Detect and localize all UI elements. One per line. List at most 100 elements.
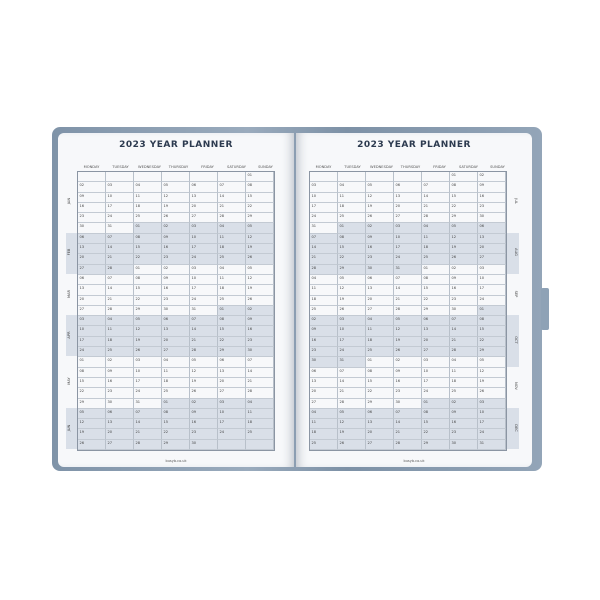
day-cell[interactable]: 20 [162, 336, 190, 348]
day-cell[interactable]: 06 [366, 408, 394, 420]
day-cell[interactable]: 26 [246, 254, 274, 265]
day-cell[interactable]: 14 [394, 419, 422, 430]
day-cell[interactable]: 15 [422, 419, 450, 430]
day-cell[interactable]: 13 [190, 192, 218, 203]
day-cell[interactable]: 07 [106, 274, 134, 286]
day-cell[interactable]: 07 [246, 357, 274, 368]
day-cell[interactable]: 20 [422, 336, 450, 348]
day-cell[interactable]: 21 [218, 202, 246, 214]
day-cell[interactable]: 15 [134, 285, 162, 296]
day-cell[interactable]: 16 [106, 377, 134, 389]
day-cell[interactable]: 04 [450, 357, 478, 368]
day-cell[interactable]: 04 [310, 274, 338, 286]
day-cell[interactable]: 10 [190, 233, 218, 245]
day-cell[interactable]: 26 [338, 305, 366, 317]
day-cell[interactable]: 23 [162, 295, 190, 306]
day-cell[interactable]: 23 [366, 254, 394, 265]
day-cell[interactable]: 03 [478, 398, 506, 409]
day-cell[interactable]: 17 [394, 244, 422, 255]
day-cell[interactable]: 15 [218, 326, 246, 337]
day-cell[interactable]: 23 [106, 388, 134, 399]
day-cell[interactable]: 31 [310, 223, 338, 234]
day-cell[interactable]: 01 [78, 357, 106, 368]
day-cell[interactable]: 14 [450, 326, 478, 337]
day-cell[interactable]: 13 [78, 244, 106, 255]
day-cell[interactable]: 14 [246, 367, 274, 378]
day-cell[interactable]: 07 [134, 408, 162, 420]
day-cell[interactable]: 18 [162, 377, 190, 389]
day-cell[interactable]: 09 [366, 233, 394, 245]
day-cell[interactable]: 08 [366, 367, 394, 378]
day-cell[interactable]: 19 [190, 377, 218, 389]
day-cell[interactable]: 27 [78, 305, 106, 317]
day-cell[interactable]: 11 [422, 233, 450, 245]
day-cell[interactable]: 10 [134, 367, 162, 378]
day-cell[interactable]: 25 [246, 429, 274, 440]
day-cell[interactable]: 30 [310, 357, 338, 368]
day-cell[interactable]: 22 [366, 388, 394, 399]
day-cell[interactable]: 21 [134, 429, 162, 440]
day-cell[interactable]: 15 [338, 244, 366, 255]
day-cell[interactable]: 07 [422, 182, 450, 193]
day-cell[interactable]: 04 [422, 223, 450, 234]
day-cell[interactable]: 09 [478, 182, 506, 193]
day-cell[interactable] [134, 172, 162, 183]
day-cell[interactable]: 02 [162, 264, 190, 275]
day-cell[interactable]: 06 [106, 408, 134, 420]
day-cell[interactable]: 19 [478, 377, 506, 389]
day-cell[interactable]: 28 [106, 264, 134, 275]
day-cell[interactable]: 12 [338, 285, 366, 296]
day-cell[interactable]: 18 [366, 336, 394, 348]
day-cell[interactable]: 09 [190, 408, 218, 420]
day-cell[interactable]: 30 [450, 305, 478, 317]
day-cell[interactable]: 27 [422, 347, 450, 358]
day-cell[interactable]: 21 [310, 254, 338, 265]
day-cell[interactable]: 24 [338, 347, 366, 358]
day-cell[interactable]: 27 [218, 388, 246, 399]
day-cell[interactable]: 18 [134, 202, 162, 214]
day-cell[interactable]: 06 [162, 316, 190, 327]
day-cell[interactable]: 19 [338, 429, 366, 440]
day-cell[interactable]: 02 [450, 398, 478, 409]
day-cell[interactable]: 11 [246, 408, 274, 420]
day-cell[interactable]: 26 [366, 213, 394, 224]
day-cell[interactable]: 02 [162, 223, 190, 234]
day-cell[interactable]: 05 [162, 182, 190, 193]
day-cell[interactable]: 19 [394, 336, 422, 348]
day-cell[interactable]: 31 [478, 439, 506, 451]
day-cell[interactable]: 25 [162, 388, 190, 399]
day-cell[interactable]: 28 [190, 347, 218, 358]
day-cell[interactable]: 20 [190, 202, 218, 214]
day-cell[interactable]: 25 [366, 347, 394, 358]
day-cell[interactable]: 08 [422, 274, 450, 286]
day-cell[interactable]: 15 [134, 244, 162, 255]
day-cell[interactable]: 26 [162, 213, 190, 224]
day-cell[interactable]: 17 [190, 244, 218, 255]
day-cell[interactable]: 07 [310, 233, 338, 245]
day-cell[interactable]: 30 [106, 398, 134, 409]
day-cell[interactable]: 21 [394, 429, 422, 440]
day-cell[interactable]: 11 [134, 192, 162, 203]
day-cell[interactable]: 09 [450, 408, 478, 420]
day-cell[interactable]: 09 [162, 233, 190, 245]
day-cell[interactable]: 30 [450, 439, 478, 451]
day-cell[interactable]: 25 [106, 347, 134, 358]
day-cell[interactable]: 20 [478, 244, 506, 255]
day-cell[interactable]: 21 [246, 377, 274, 389]
day-cell[interactable]: 25 [218, 254, 246, 265]
day-cell[interactable]: 10 [78, 326, 106, 337]
day-cell[interactable]: 29 [450, 213, 478, 224]
day-cell[interactable]: 03 [310, 182, 338, 193]
day-cell[interactable]: 04 [218, 264, 246, 275]
day-cell[interactable]: 11 [366, 326, 394, 337]
day-cell[interactable]: 04 [106, 316, 134, 327]
day-cell[interactable]: 18 [218, 244, 246, 255]
day-cell[interactable]: 27 [190, 213, 218, 224]
day-cell[interactable]: 09 [246, 316, 274, 327]
day-cell[interactable]: 05 [366, 182, 394, 193]
day-cell[interactable]: 26 [246, 295, 274, 306]
day-cell[interactable]: 10 [478, 274, 506, 286]
day-cell[interactable]: 27 [162, 347, 190, 358]
day-cell[interactable]: 11 [338, 192, 366, 203]
day-cell[interactable]: 16 [246, 326, 274, 337]
